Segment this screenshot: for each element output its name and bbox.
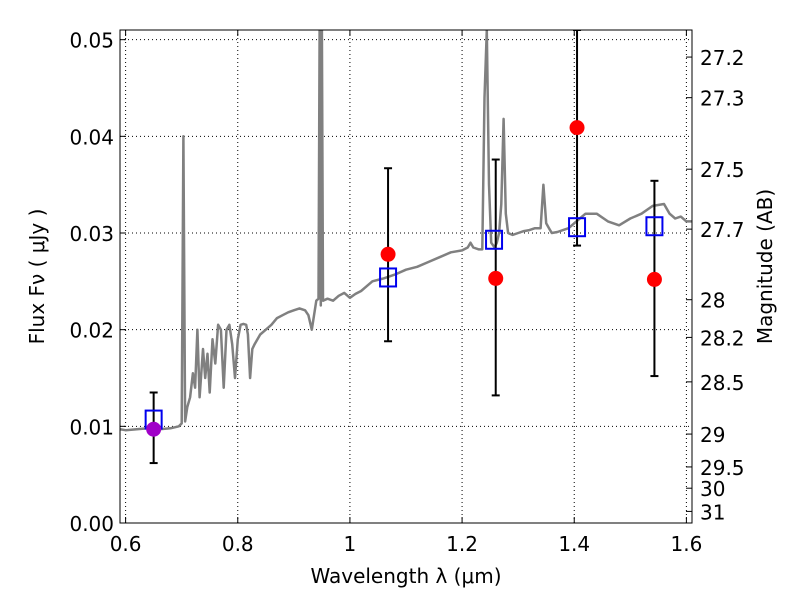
y-tick-label: 0.04 [69, 125, 114, 149]
mag-tick-label: 27.2 [700, 46, 745, 70]
mag-tick-label: 27.5 [700, 158, 745, 182]
y-tick-label: 0.00 [69, 512, 114, 536]
y-tick-label: 0.05 [69, 29, 114, 53]
y-tick-label: 0.01 [69, 415, 114, 439]
observed-flux-point [569, 120, 585, 136]
observed-flux-point [488, 270, 504, 286]
y-tick-label: 0.03 [69, 222, 114, 246]
model-band-square [568, 217, 587, 238]
model-spectrum-line [120, 30, 692, 432]
x-tick-label: 1.6 [670, 532, 702, 556]
x-tick-label: 1.2 [446, 532, 478, 556]
grid-lines [120, 30, 692, 524]
x-tick-label: 1.4 [558, 532, 590, 556]
x-axis-title: Wavelength λ (μm) [310, 564, 501, 588]
mag-tick-label: 27.7 [700, 218, 745, 242]
mag-tick-label: 29 [700, 423, 725, 447]
mag-tick-label: 31 [700, 500, 725, 524]
model-band-square [379, 267, 398, 288]
plot-area [120, 30, 692, 465]
mag-tick-label: 28.5 [700, 371, 745, 395]
mag-tick-label: 28.2 [700, 326, 745, 350]
mag-tick-label: 29.5 [700, 456, 745, 480]
model-band-square [485, 229, 504, 250]
mag-tick-label: 30 [700, 477, 725, 501]
y-tick-label: 0.02 [69, 319, 114, 343]
observed-flux-point [380, 246, 396, 262]
mag-tick-label: 28 [700, 289, 725, 313]
observed-flux-point [646, 271, 662, 287]
y-axis-right-title: Magnitude (AB) [753, 189, 777, 344]
plot-frame [119, 29, 693, 524]
model-band-square [645, 216, 664, 237]
x-tick-label: 0.6 [110, 532, 142, 556]
mag-tick-label: 27.3 [700, 87, 745, 111]
observed-flux-point [146, 421, 162, 437]
x-tick-label: 0.8 [222, 532, 254, 556]
axis-ticks: 0.6 0.8 1 1.2 1.4 1.6 0.00 0.01 0.02 0.03 0.04 0.05… [69, 29, 744, 556]
x-tick-label: 1 [344, 532, 357, 556]
y-axis-title: Flux Fν ( μJy ) [25, 209, 49, 345]
